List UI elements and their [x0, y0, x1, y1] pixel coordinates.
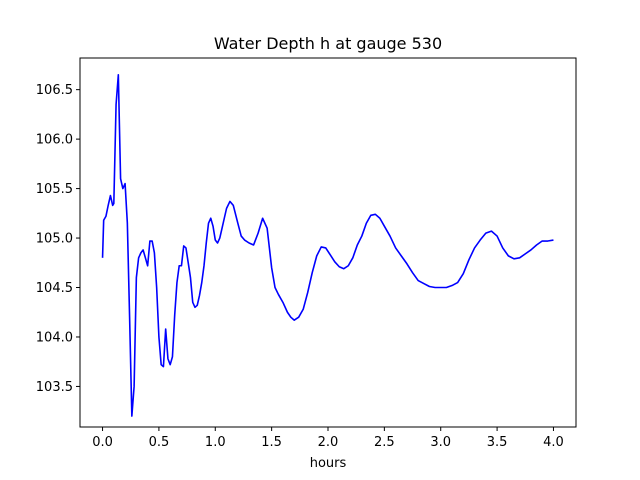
chart-title: Water Depth h at gauge 530 [214, 34, 442, 53]
y-tick-label: 104.0 [36, 330, 73, 345]
series-line-0 [101, 74, 554, 417]
x-tick-label: 1.5 [261, 435, 282, 450]
x-tick-label: 0.0 [92, 435, 113, 450]
x-tick-label: 3.0 [430, 435, 451, 450]
y-tick-label: 105.5 [36, 182, 73, 197]
x-tick-label: 4.0 [543, 435, 564, 450]
x-tick-label: 2.0 [318, 435, 339, 450]
x-tick-label: 2.5 [374, 435, 395, 450]
y-tick-label: 105.0 [36, 232, 73, 247]
x-axis: 0.0 0.5 1.0 1.5 2.0 2.5 3.0 3.5 4.0 [92, 427, 564, 450]
x-tick-label: 3.5 [487, 435, 508, 450]
x-tick-label: 0.5 [149, 435, 170, 450]
y-tick-label: 106.0 [36, 133, 73, 148]
x-tick-label: 1.0 [205, 435, 226, 450]
y-tick-label: 106.5 [36, 83, 73, 98]
x-axis-label: hours [310, 456, 347, 471]
y-axis: 103.5 104.0 104.5 105.0 105.5 106.0 106.5 [36, 83, 80, 395]
y-tick-label: 103.5 [36, 380, 73, 395]
plot-area [101, 74, 554, 417]
y-tick-label: 104.5 [36, 281, 73, 296]
